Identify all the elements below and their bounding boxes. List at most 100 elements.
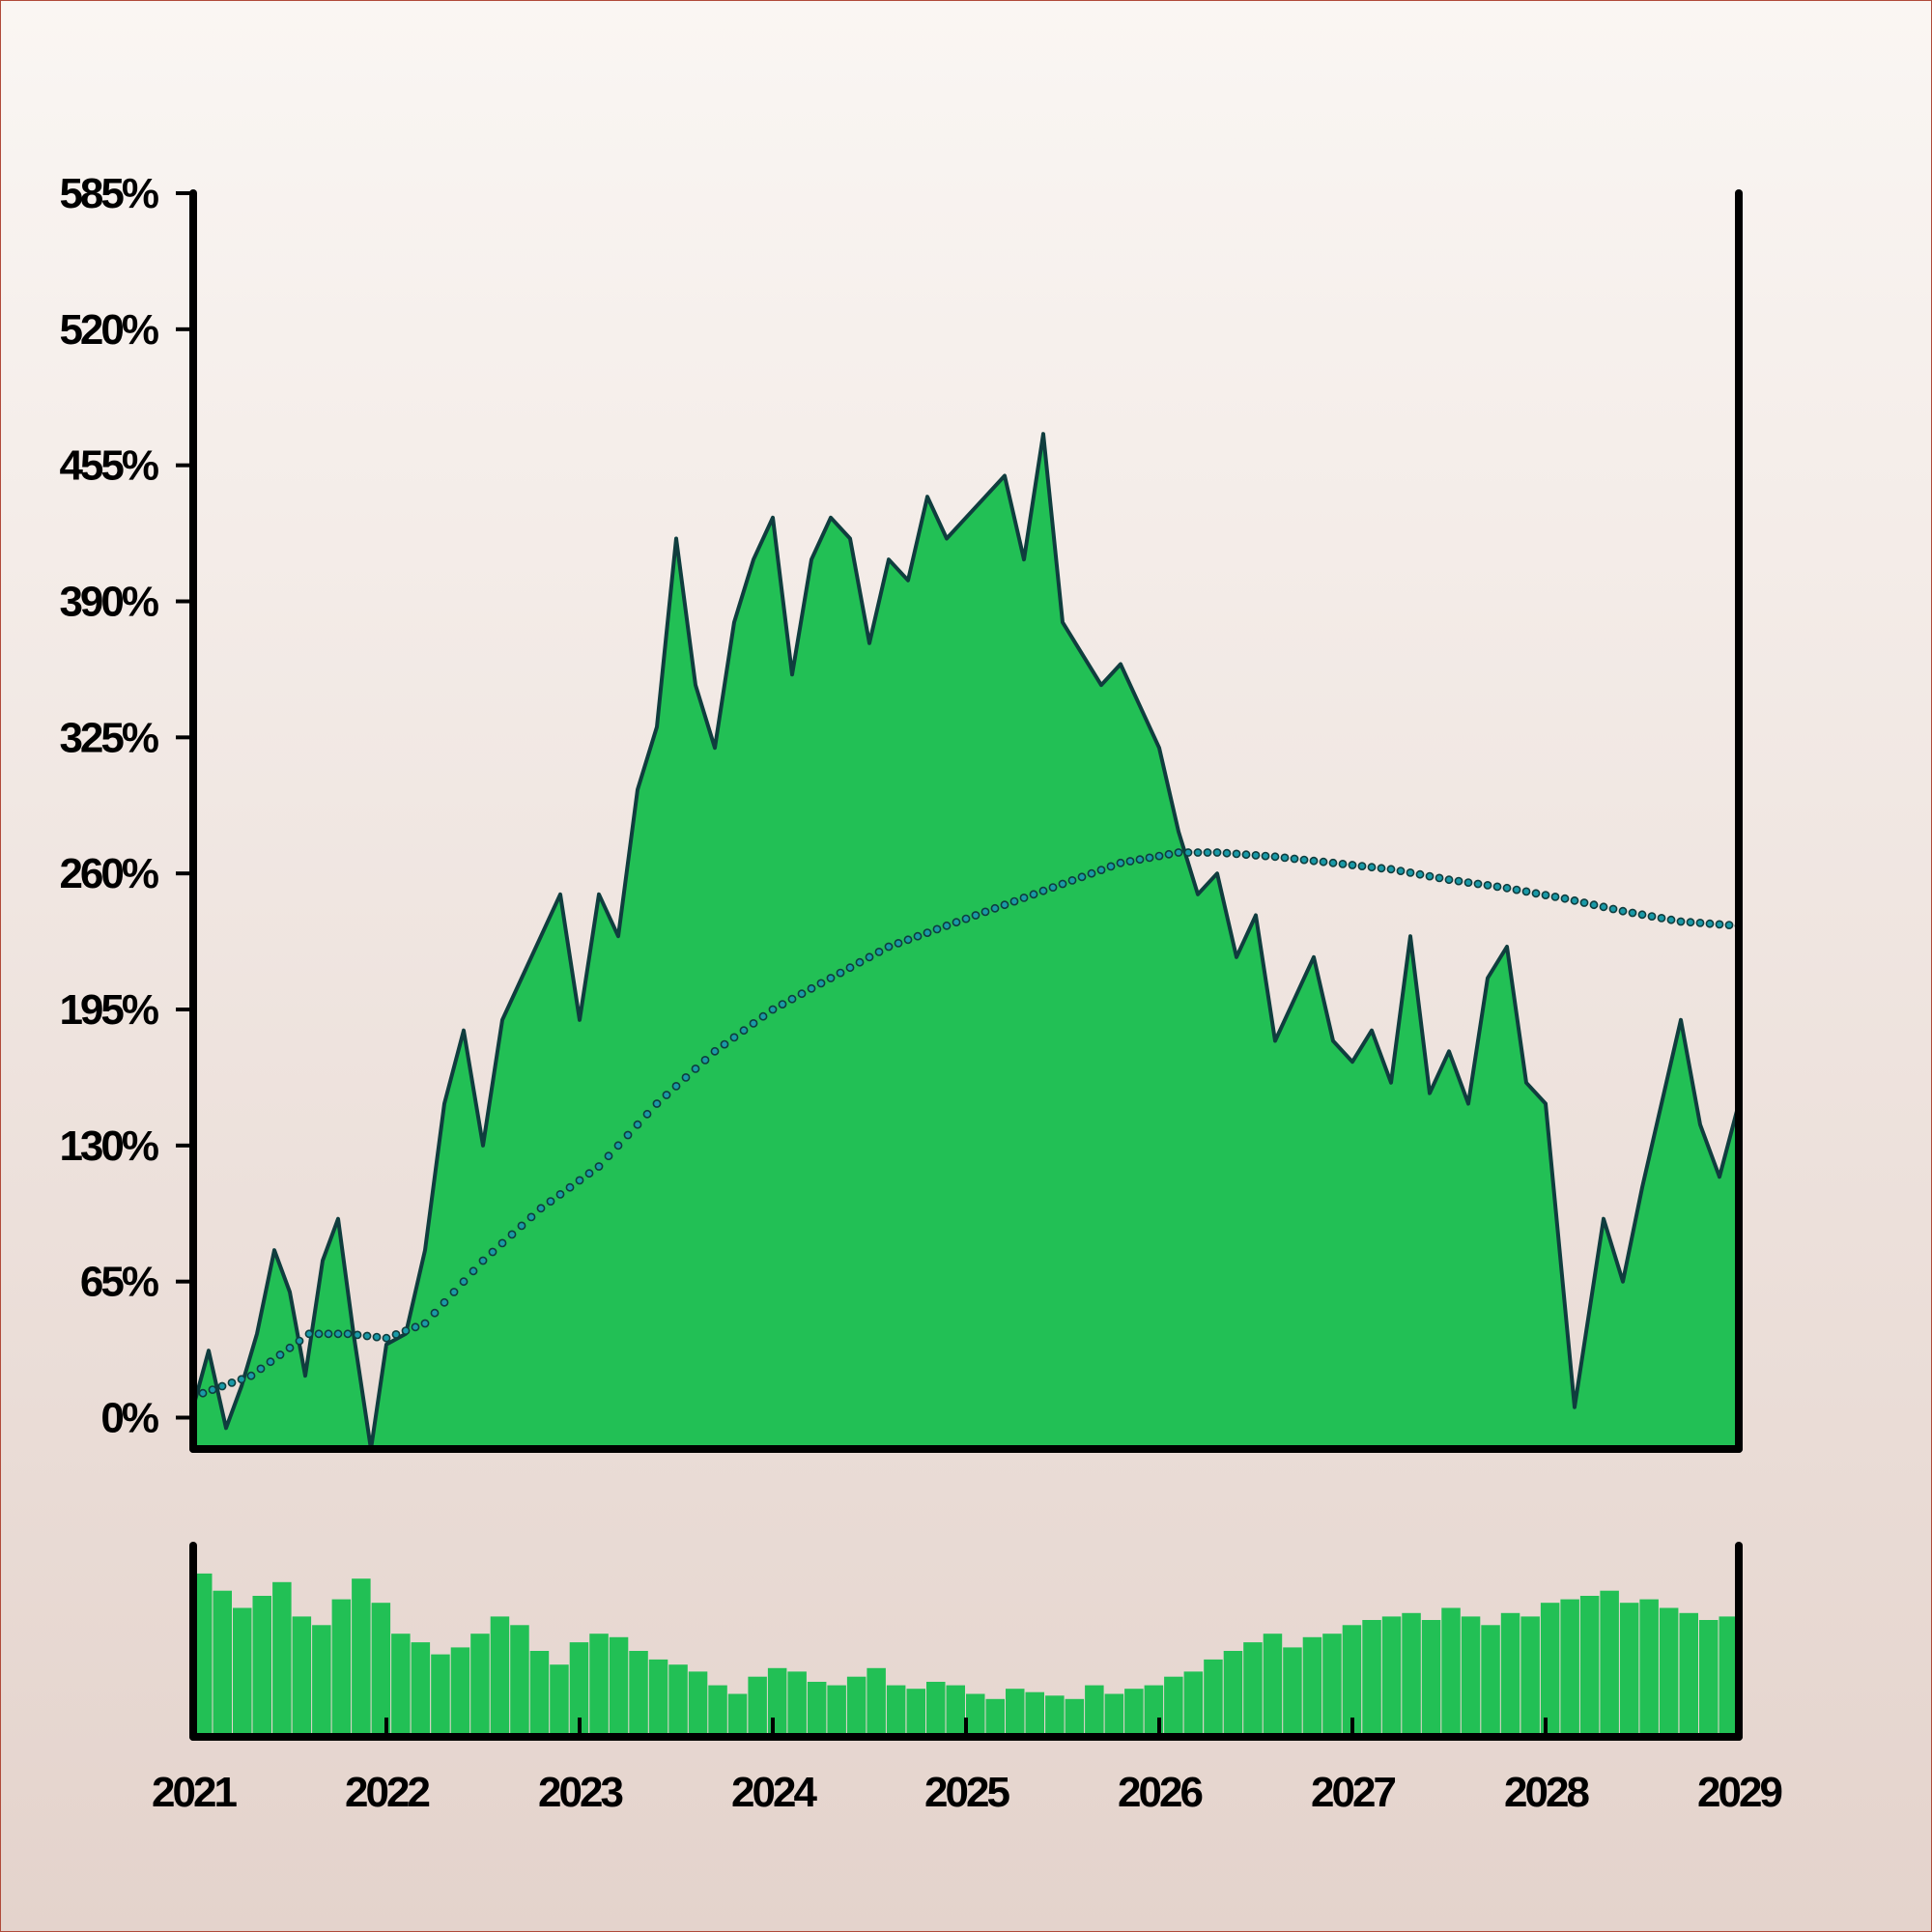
volume-bar: [1342, 1625, 1362, 1737]
trend-dot: [1463, 878, 1473, 887]
trend-dot: [198, 1388, 208, 1398]
trend-dot: [855, 957, 865, 967]
trend-dot: [807, 983, 816, 993]
trend-dot: [488, 1247, 497, 1257]
trend-dot: [1386, 865, 1396, 874]
x-tick-label: 2024: [731, 1769, 817, 1816]
trend-dot: [546, 1197, 555, 1206]
trend-dot: [1328, 858, 1338, 867]
y-tick-label: 585%: [59, 170, 157, 217]
volume-bar: [727, 1693, 748, 1737]
trend-dot: [1531, 889, 1541, 898]
trend-dot: [1357, 862, 1367, 870]
trend-dot: [1174, 848, 1183, 857]
volume-bar: [966, 1693, 985, 1737]
trend-dot: [1415, 869, 1425, 879]
volume-bar: [1283, 1647, 1302, 1737]
trend-dot: [517, 1221, 526, 1231]
trend-dot: [961, 914, 971, 923]
volume-bar: [431, 1654, 450, 1737]
trend-dot: [584, 1169, 594, 1179]
volume-bar: [213, 1590, 232, 1737]
trend-dot: [362, 1331, 372, 1341]
trend-dot: [285, 1343, 295, 1352]
trend-dot: [1125, 857, 1135, 866]
trend-dot: [1145, 853, 1154, 863]
trend-dot: [237, 1375, 246, 1384]
y-tick-label: 390%: [59, 579, 157, 626]
volume-bar: [1164, 1676, 1183, 1737]
trend-dot: [275, 1350, 285, 1359]
volume-bar: [1659, 1607, 1679, 1737]
y-tick-label: 0%: [100, 1395, 157, 1442]
volume-bar: [1481, 1625, 1500, 1737]
volume-bar: [272, 1581, 292, 1737]
trend-dot: [1241, 850, 1251, 860]
trend-dot: [420, 1319, 430, 1328]
trend-dot: [1212, 848, 1222, 857]
trend-dot: [816, 979, 826, 988]
volume-bar: [569, 1642, 589, 1737]
trend-dot: [372, 1332, 382, 1342]
volume-bar: [1263, 1634, 1283, 1737]
axes: 0% 65% 130% 195% 260% 325% 390% 455% 520% 585% 202…: [59, 170, 1784, 1816]
trend-dot: [865, 952, 874, 962]
trend-dot: [1599, 902, 1608, 912]
trend-dot: [1454, 876, 1463, 886]
volume-bar: [926, 1682, 946, 1737]
y-tick-label: 65%: [80, 1259, 158, 1306]
trend-dot: [469, 1266, 478, 1276]
trend-dot: [266, 1357, 275, 1367]
volume-bar: [1421, 1620, 1441, 1737]
volume-bar: [312, 1625, 331, 1737]
volume-bar: [1104, 1693, 1124, 1737]
volume-bar: [1124, 1689, 1144, 1737]
volume-bar: [1322, 1634, 1342, 1737]
trend-dot: [507, 1230, 517, 1239]
trend-dot: [1657, 914, 1666, 923]
trend-dot: [642, 1109, 652, 1119]
volume-bar: [668, 1664, 688, 1737]
trend-dot: [256, 1364, 266, 1374]
volume-bar: [1600, 1590, 1619, 1737]
trend-dot: [845, 963, 855, 973]
trend-line: [193, 848, 1739, 1402]
x-tick-label: 2029: [1697, 1769, 1781, 1816]
y-tick-label: 455%: [59, 442, 157, 490]
price-panel: [193, 432, 1739, 1449]
trend-dot: [1396, 867, 1406, 875]
trend-dot: [1319, 857, 1328, 867]
volume-bar: [886, 1685, 906, 1737]
trend-dot: [1705, 919, 1715, 928]
volume-bar: [1441, 1607, 1461, 1737]
trend-dot: [1096, 866, 1106, 874]
volume-bar: [807, 1682, 827, 1737]
trend-dot: [1570, 895, 1579, 905]
trend-dot: [1492, 882, 1502, 892]
trend-dot: [478, 1256, 488, 1265]
x-tick-label: 2027: [1311, 1769, 1395, 1816]
volume-bar: [450, 1647, 470, 1737]
trend-dot: [1666, 915, 1676, 924]
trend-dot: [1589, 900, 1599, 910]
volume-bar: [1223, 1651, 1243, 1737]
trend-dot: [1608, 904, 1618, 914]
trend-dot: [884, 942, 894, 952]
volume-bar: [550, 1664, 569, 1737]
trend-dot: [1203, 848, 1212, 857]
trend-dot: [739, 1026, 749, 1036]
volume-bar: [748, 1676, 767, 1737]
trend-dot: [1579, 898, 1589, 907]
trend-dot: [314, 1329, 324, 1339]
trend-dot: [246, 1371, 256, 1380]
trend-dot: [324, 1329, 333, 1339]
trend-dot: [1299, 855, 1309, 865]
volume-bar: [470, 1634, 490, 1737]
trend-dot: [295, 1336, 304, 1346]
trend-dot: [575, 1176, 584, 1185]
volume-bar: [510, 1625, 529, 1737]
trend-dot: [1290, 854, 1299, 864]
trend-dot: [440, 1297, 449, 1307]
trend-dot: [623, 1130, 633, 1140]
